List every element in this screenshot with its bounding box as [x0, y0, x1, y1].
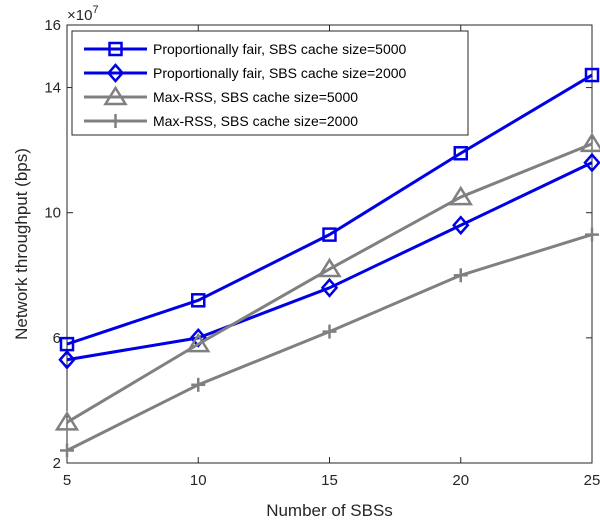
x-tick-label: 20	[452, 472, 469, 489]
y-tick-label: 10	[44, 205, 61, 222]
series-3	[54, 132, 600, 431]
x-axis-label: Number of SBSs	[266, 501, 393, 520]
legend-marker-square	[108, 41, 123, 57]
data-point-diamond	[583, 152, 600, 173]
data-point-plus	[191, 377, 206, 392]
data-point-triangle	[317, 257, 342, 278]
data-point-square	[584, 67, 600, 83]
x-tick-label: 5	[63, 472, 71, 489]
legend-label-4: Max-RSS, SBS cache size=2000	[153, 113, 358, 129]
data-point-triangle	[448, 185, 474, 206]
data-point-plus	[322, 324, 337, 339]
y-tick-label: 14	[44, 80, 61, 97]
legend-marker-plus	[108, 114, 123, 128]
data-point-square	[322, 227, 337, 242]
x-tick-label: 15	[321, 472, 338, 489]
legend-entry-1	[84, 41, 147, 57]
data-point-triangle	[579, 132, 600, 153]
x-tick-label: 10	[190, 472, 207, 489]
y-tick-label: 6	[53, 330, 61, 347]
x-tick-label: 25	[584, 472, 600, 489]
y-axis-label: Network throughput (bps)	[12, 148, 31, 340]
data-point-plus	[60, 443, 74, 458]
data-point-diamond	[452, 215, 470, 236]
series-line	[66, 161, 593, 362]
series-line	[66, 73, 593, 346]
data-point-diamond	[58, 349, 76, 370]
legend-marker-diamond	[106, 63, 125, 83]
y-axis-multiplier: ×107	[67, 4, 99, 24]
legend-entries	[84, 41, 147, 128]
data-point-triangle	[54, 410, 80, 431]
data-point-square	[453, 146, 468, 161]
axis-ticks: 5 10 15 20 25 2 6 10 14 16	[44, 17, 600, 489]
legend-label-1: Proportionally fair, SBS cache size=5000	[153, 41, 407, 57]
y-multiplier-exponent: 7	[92, 4, 98, 16]
data-point-square	[191, 293, 206, 308]
series-line	[66, 142, 593, 424]
legend: Proportionally fair, SBS cache size=5000…	[71, 30, 469, 136]
series-2	[58, 152, 600, 370]
legend-label-3: Max-RSS, SBS cache size=5000	[153, 89, 358, 105]
series-4	[60, 227, 599, 458]
data-point-plus	[453, 268, 468, 283]
data-point-triangle	[185, 332, 211, 353]
y-multiplier-base: ×10	[67, 7, 92, 24]
data-point-plus	[585, 227, 599, 242]
data-point-diamond	[320, 277, 339, 298]
y-tick-label: 16	[44, 17, 61, 34]
y-tick-label: 2	[53, 455, 61, 472]
series-layer	[54, 67, 600, 458]
legend-entry-3	[84, 85, 147, 106]
legend-marker-triangle	[103, 85, 128, 106]
legend-entry-2	[84, 63, 147, 83]
legend-label-2: Proportionally fair, SBS cache size=2000	[153, 65, 407, 81]
legend-entry-4	[84, 114, 147, 128]
